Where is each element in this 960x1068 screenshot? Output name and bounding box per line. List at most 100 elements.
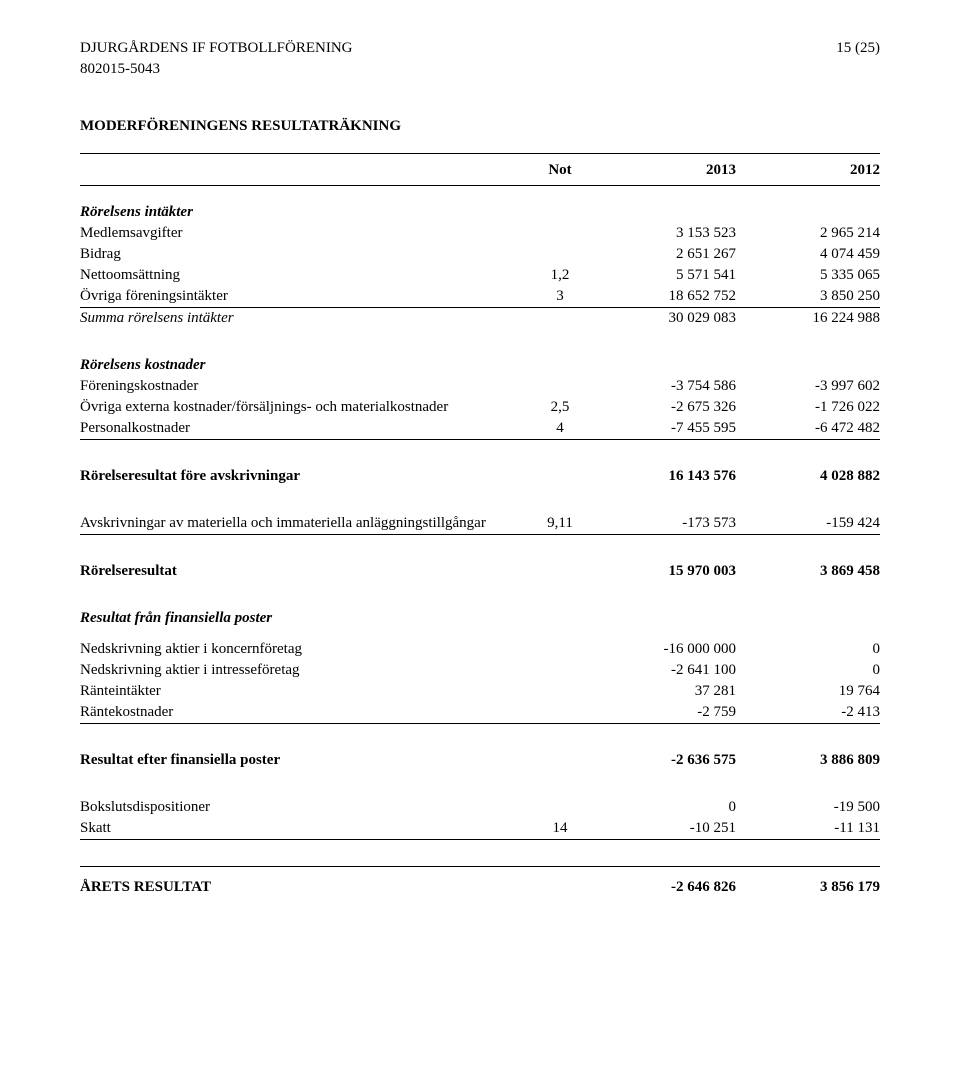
row-note (528, 877, 592, 898)
row-value-b: 3 850 250 (736, 286, 880, 308)
row-value-b: -3 997 602 (736, 376, 880, 397)
section-heading: Rörelsens kostnader (80, 355, 880, 376)
table-row: Övriga föreningsintäkter318 652 7523 850… (80, 286, 880, 308)
row-value-a: -16 000 000 (592, 639, 736, 660)
row-value-a: -2 636 575 (592, 750, 736, 771)
row-value-b: 0 (736, 660, 880, 681)
row-label: Personalkostnader (80, 418, 528, 440)
row-value-b: 4 028 882 (736, 466, 880, 487)
row-note (528, 244, 592, 265)
row-value-a: 5 571 541 (592, 265, 736, 286)
table-row: Nedskrivning aktier i koncernföretag -16 … (80, 639, 880, 660)
row-label: Nedskrivning aktier i koncernföretag (80, 639, 528, 660)
row-value-b: -159 424 (736, 513, 880, 535)
row-note: 9,11 (528, 513, 592, 535)
org-name: DJURGÅRDENS IF FOTBOLLFÖRENING (80, 40, 353, 57)
row-label: Föreningskostnader (80, 376, 528, 397)
row-value-b: 4 074 459 (736, 244, 880, 265)
table-row: Resultat efter finansiella poster -2 636 … (80, 750, 880, 771)
row-note (528, 639, 592, 660)
table-row: Nedskrivning aktier i intresseföretag -2 … (80, 660, 880, 681)
row-label: Bokslutsdispositioner (80, 797, 528, 818)
row-note (528, 223, 592, 244)
row-label: Bidrag (80, 244, 528, 265)
row-note (528, 376, 592, 397)
col-header-year-a: 2013 (592, 154, 736, 186)
row-label: Avskrivningar av materiella och immateri… (80, 513, 528, 535)
row-label: ÅRETS RESULTAT (80, 877, 528, 898)
table-row: Personalkostnader4-7 455 595-6 472 482 (80, 418, 880, 440)
table-row: Rörelseresultat före avskrivningar16 143… (80, 466, 880, 487)
table-row: Medlemsavgifter 3 153 5232 965 214 (80, 223, 880, 244)
row-label: Summa rörelsens intäkter (80, 308, 528, 329)
row-note: 1,2 (528, 265, 592, 286)
row-value-b: -6 472 482 (736, 418, 880, 440)
page-title: MODERFÖRENINGENS RESULTATRÄKNING (80, 118, 880, 135)
row-value-b: 3 856 179 (736, 877, 880, 898)
table-row: Föreningskostnader -3 754 586-3 997 602 (80, 376, 880, 397)
row-value-b: 5 335 065 (736, 265, 880, 286)
row-note: 4 (528, 418, 592, 440)
row-note: 14 (528, 818, 592, 840)
row-note: 2,5 (528, 397, 592, 418)
row-value-a: -3 754 586 (592, 376, 736, 397)
table-row: Avskrivningar av materiella och immateri… (80, 513, 880, 535)
row-value-a: 37 281 (592, 681, 736, 702)
row-value-b: 3 869 458 (736, 561, 880, 582)
row-value-a: -2 646 826 (592, 877, 736, 898)
table-row: Övriga externa kostnader/försäljnings- o… (80, 397, 880, 418)
row-value-b: -1 726 022 (736, 397, 880, 418)
row-label: Övriga externa kostnader/försäljnings- o… (80, 397, 528, 418)
col-header-year-b: 2012 (736, 154, 880, 186)
row-note: 3 (528, 286, 592, 308)
row-value-a: -2 675 326 (592, 397, 736, 418)
org-number: 802015-5043 (80, 61, 880, 78)
row-value-b: -19 500 (736, 797, 880, 818)
row-label: Resultat efter finansiella poster (80, 750, 528, 771)
row-value-b: 0 (736, 639, 880, 660)
row-label: Räntekostnader (80, 702, 528, 724)
row-label: Rörelseresultat (80, 561, 528, 582)
row-value-b: 2 965 214 (736, 223, 880, 244)
row-note (528, 750, 592, 771)
row-value-a: -2 641 100 (592, 660, 736, 681)
row-label: Rörelseresultat före avskrivningar (80, 466, 528, 487)
table-row: Rörelseresultat 15 970 0033 869 458 (80, 561, 880, 582)
row-value-b: 3 886 809 (736, 750, 880, 771)
section-heading: Rörelsens intäkter (80, 202, 880, 223)
table-row: Nettoomsättning1,25 571 5415 335 065 (80, 265, 880, 286)
table-row: Skatt14-10 251-11 131 (80, 818, 880, 840)
row-value-a: 3 153 523 (592, 223, 736, 244)
row-note (528, 561, 592, 582)
row-note (528, 681, 592, 702)
summary-row: Summa rörelsens intäkter30 029 08316 224… (80, 308, 880, 329)
row-value-a: 15 970 003 (592, 561, 736, 582)
row-value-a: 18 652 752 (592, 286, 736, 308)
table-row: ÅRETS RESULTAT -2 646 8263 856 179 (80, 877, 880, 898)
row-value-b: 16 224 988 (736, 308, 880, 329)
table-row: Bokslutsdispositioner 0-19 500 (80, 797, 880, 818)
row-value-a: -2 759 (592, 702, 736, 724)
row-label: Skatt (80, 818, 528, 840)
table-row: Räntekostnader-2 759-2 413 (80, 702, 880, 724)
row-value-a: -10 251 (592, 818, 736, 840)
row-value-a: 0 (592, 797, 736, 818)
row-value-a: -7 455 595 (592, 418, 736, 440)
row-note (528, 702, 592, 724)
row-label: Ränteintäkter (80, 681, 528, 702)
income-statement-table: Not 2013 2012 Rörelsens intäkterMedlemsa… (80, 153, 880, 898)
row-value-a: -173 573 (592, 513, 736, 535)
row-label: Övriga föreningsintäkter (80, 286, 528, 308)
row-value-a: 2 651 267 (592, 244, 736, 265)
section-heading: Resultat från finansiella poster (80, 608, 880, 629)
table-row: Ränteintäkter 37 28119 764 (80, 681, 880, 702)
table-row: Bidrag 2 651 2674 074 459 (80, 244, 880, 265)
row-label: Nedskrivning aktier i intresseföretag (80, 660, 528, 681)
col-header-note: Not (528, 154, 592, 186)
col-header-blank (80, 154, 528, 186)
row-note (528, 466, 592, 487)
row-note (528, 660, 592, 681)
row-value-b: 19 764 (736, 681, 880, 702)
row-label: Medlemsavgifter (80, 223, 528, 244)
row-value-b: -11 131 (736, 818, 880, 840)
